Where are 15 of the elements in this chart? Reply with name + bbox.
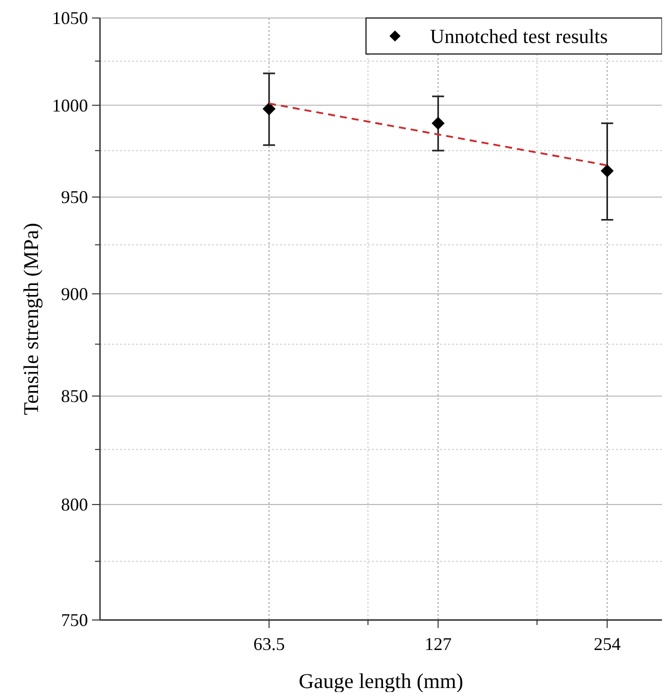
x-tick-label: 63.5 — [253, 634, 285, 654]
y-tick-label: 950 — [61, 187, 88, 208]
x-tick-label: 254 — [594, 634, 621, 654]
y-tick-label: 800 — [61, 494, 88, 515]
y-tick-label: 850 — [61, 386, 88, 406]
point — [432, 116, 445, 130]
point — [262, 102, 276, 116]
y-tick-label: 900 — [61, 284, 88, 304]
x-tick-label: 127 — [424, 634, 452, 654]
point — [600, 164, 614, 178]
legend-label: Unnotched test results — [430, 26, 608, 48]
y-tick-label: 750 — [61, 610, 88, 630]
y-axis-title: Tensile strength (MPa) — [19, 222, 43, 416]
y-tick-label: 1050 — [52, 8, 88, 28]
y-tick-label: 1000 — [52, 95, 88, 116]
